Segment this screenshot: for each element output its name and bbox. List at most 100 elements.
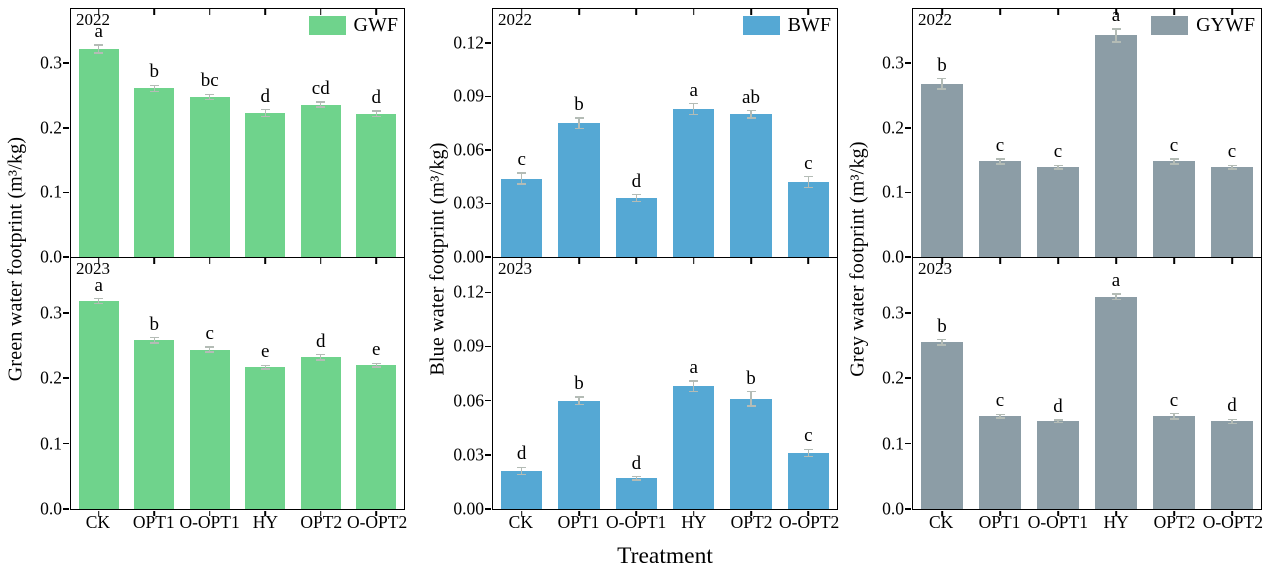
year-label: 2022: [918, 10, 952, 29]
error-bar-cap: [574, 403, 584, 405]
x-tick-mark: [1115, 9, 1117, 15]
x-tick-mark: [1173, 9, 1175, 15]
x-tick-mark: [208, 510, 211, 517]
error-bar: [320, 102, 322, 108]
x-tick-mark: [319, 9, 322, 15]
x-tick-label-OPT2: OPT2: [300, 512, 343, 532]
x-tick-mark: [153, 9, 156, 15]
error-bar: [98, 45, 100, 53]
error-bar: [941, 339, 943, 345]
error-bar-cap: [1111, 41, 1121, 43]
error-bar-cap: [94, 297, 104, 300]
error-bar-cap: [937, 88, 947, 90]
error-bar-cap: [205, 98, 215, 101]
legend-label: GWF: [353, 14, 398, 36]
bar-OPT1: [979, 161, 1021, 257]
error-bar-cap: [371, 110, 381, 112]
sig-letter: d: [631, 452, 642, 474]
sig-letter: e: [372, 339, 381, 361]
x-tick-mark-shared: [1231, 258, 1233, 264]
x-tick-mark-shared: [375, 258, 378, 264]
bar-O-OPT2: [787, 453, 829, 509]
sig-letter: d: [316, 330, 326, 352]
error-bar-cap: [94, 44, 104, 46]
bar-OPT1: [558, 400, 600, 509]
y-tick-mark: [905, 256, 912, 258]
x-tick-label-O-OPT2: O-OPT2: [779, 512, 840, 532]
error-bar-cap: [1227, 168, 1237, 170]
error-bar-cap: [995, 163, 1005, 165]
bar-O-OPT2: [1211, 421, 1253, 509]
error-bar-cap: [371, 362, 381, 364]
sig-letter: ab: [742, 86, 760, 108]
error-bar: [1057, 165, 1059, 170]
x-tick-label-OPT1: OPT1: [132, 512, 175, 532]
error-bar-cap: [517, 466, 527, 469]
error-bar: [209, 94, 211, 100]
error-bar-cap: [803, 455, 813, 458]
x-tick-mark: [375, 9, 378, 15]
x-tick-mark-shared: [264, 258, 267, 264]
bar-OPT2: [1153, 416, 1195, 509]
x-tick-labels-grey: CK OPT1 O-OPT1 HY OPT2 O-OPT2: [912, 512, 1263, 536]
error-bar-cap: [1169, 412, 1179, 415]
error-bar-cap: [746, 405, 756, 407]
bar-CK: [921, 342, 963, 509]
sig-letter: c: [205, 322, 214, 344]
error-bar-cap: [631, 479, 641, 481]
error-bar: [1115, 293, 1117, 300]
x-tick-mark-shared: [319, 258, 322, 264]
y-tick-label: 0.3: [882, 52, 904, 73]
bar-O-OPT2: [787, 182, 829, 257]
x-tick-mark-shared: [578, 258, 580, 264]
y-tick-label: 0.00: [453, 498, 484, 519]
error-bar: [1173, 158, 1175, 164]
error-bar-cap: [1053, 422, 1063, 424]
error-bar-cap: [631, 193, 641, 196]
x-tick-mark-shared: [941, 258, 943, 264]
x-tick-mark: [97, 9, 100, 15]
bar-OPT1: [979, 416, 1021, 509]
sig-letter: a: [689, 79, 698, 101]
error-bar-cap: [631, 201, 641, 203]
sig-letter: d: [1227, 395, 1237, 417]
error-bar: [375, 363, 377, 368]
bar-HY: [245, 112, 286, 257]
error-bar-cap: [371, 115, 381, 117]
sig-letter: c: [804, 152, 813, 174]
error-bar-cap: [517, 183, 527, 185]
bar-HY: [1095, 296, 1137, 509]
x-tick-label-O-OPT1: O-OPT1: [606, 512, 667, 532]
x-tick-mark: [999, 9, 1001, 15]
x-tick-label-CK: CK: [85, 512, 111, 532]
y-tick-mark: [485, 149, 492, 151]
x-tick-mark: [635, 9, 638, 15]
y-tick-mark: [485, 508, 492, 510]
error-bar: [635, 476, 638, 481]
y-tick-mark: [905, 442, 912, 445]
error-bar-cap: [803, 448, 813, 451]
y-tick-label: 0.12: [453, 281, 484, 302]
sig-letter: a: [1111, 269, 1121, 291]
x-tick-mark-shared: [635, 258, 638, 264]
sig-letter: c: [517, 149, 526, 171]
sig-letter: c: [1169, 389, 1179, 411]
y-tick-label: 0.0: [40, 498, 62, 519]
y-tick-label: 0.3: [40, 52, 62, 73]
error-bar: [1115, 29, 1117, 42]
x-tick-mark: [807, 510, 810, 517]
subplot-gwf-2023: 2023 0.3 0.2 0.1 0.0 a b c e d e: [40, 258, 405, 517]
subplot-gywf-2022: 2022 GYWF 0.3 0.2 0.1 0.0 b c c a c c: [882, 6, 1262, 265]
x-tick-label-O-OPT1: O-OPT1: [1027, 512, 1088, 532]
sig-letter: c: [1053, 141, 1063, 163]
error-bar: [692, 380, 695, 392]
error-bar-cap: [937, 78, 947, 80]
sig-letter: b: [149, 313, 160, 335]
sig-letter: a: [94, 21, 103, 43]
error-bar-cap: [371, 366, 381, 368]
x-tick-mark: [807, 9, 810, 15]
x-tick-mark: [520, 510, 523, 517]
x-tick-mark-shared: [208, 258, 211, 264]
bar-OPT1: [134, 340, 175, 509]
